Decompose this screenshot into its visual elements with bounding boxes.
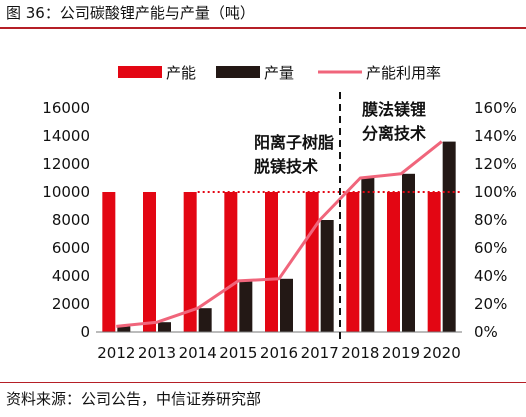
- source-rule: [0, 382, 526, 383]
- y-right-tick-label: 120%: [474, 155, 517, 173]
- bar-capacity: [143, 192, 156, 332]
- x-tick-label: 2019: [382, 344, 420, 362]
- annotation-text: 分离技术: [362, 124, 426, 143]
- title-rule: [0, 27, 526, 29]
- source-note: 资料来源：公司公告，中信证券研究部: [6, 390, 262, 408]
- y-right-tick-label: 80%: [474, 211, 507, 229]
- bar-output: [158, 322, 171, 332]
- y-right-tick-label: 60%: [474, 239, 507, 257]
- bar-output: [239, 280, 253, 332]
- y-left-tick-label: 12000: [42, 155, 90, 173]
- x-tick-label: 2013: [138, 344, 176, 362]
- annotation-text: 阳离子树脂: [254, 133, 334, 152]
- y-right-tick-label: 0%: [474, 323, 498, 341]
- annotation-text: 脱镁技术: [254, 157, 318, 176]
- y-axis-left: 0 2000 4000 6000 8000 10000 12000 14000 16000: [42, 99, 90, 341]
- bar-output: [320, 220, 334, 332]
- bar-capacity: [387, 192, 400, 332]
- y-right-tick-label: 100%: [474, 183, 517, 201]
- utilization-line: [116, 140, 443, 328]
- x-tick-label: 2017: [301, 344, 339, 362]
- chart-legend: 产能 产量 产能利用率: [118, 64, 441, 82]
- bar-output: [117, 326, 131, 332]
- y-right-tick-label: 160%: [474, 99, 517, 117]
- legend-label-3: 产能利用率: [366, 64, 441, 82]
- y-left-tick-label: 4000: [52, 267, 90, 285]
- y-left-tick-label: 10000: [42, 183, 90, 201]
- annotation-text: 膜法镁锂: [362, 100, 426, 119]
- y-left-tick-label: 6000: [52, 239, 90, 257]
- y-left-tick-label: 2000: [52, 295, 90, 313]
- figure-title: 图 36：公司碳酸锂产能与产量（吨）: [6, 4, 255, 22]
- bar-output: [361, 178, 375, 332]
- bar-capacity: [265, 192, 278, 332]
- y-axis-right: 0% 20% 40% 60% 80% 100% 120% 140% 160%: [474, 99, 517, 341]
- bar-output: [280, 278, 293, 332]
- x-tick-label: 2014: [179, 344, 217, 362]
- y-left-tick-label: 16000: [42, 99, 90, 117]
- legend-swatch-2: [216, 66, 260, 78]
- bar-capacity: [183, 192, 197, 332]
- bar-capacity: [346, 192, 360, 332]
- y-left-tick-label: 8000: [52, 211, 90, 229]
- x-tick-label: 2012: [97, 344, 135, 362]
- y-right-tick-label: 40%: [474, 267, 507, 285]
- bar-capacity: [305, 192, 319, 332]
- x-tick-label: 2018: [341, 344, 379, 362]
- x-tick-label: 2015: [219, 344, 257, 362]
- y-right-tick-label: 20%: [474, 295, 507, 313]
- x-tick-label: 2020: [423, 344, 461, 362]
- plot-area: [96, 92, 462, 340]
- bar-output: [402, 173, 415, 332]
- legend-label-1: 产能: [166, 64, 196, 82]
- x-axis: 2012 2013 2014 2015 2016 2017 2018 2019 2020: [97, 344, 461, 362]
- y-left-tick-label: 0: [80, 323, 90, 341]
- bar-output: [442, 141, 456, 332]
- legend-swatch-1: [118, 66, 162, 78]
- legend-label-2: 产量: [264, 64, 294, 82]
- bar-capacity: [102, 192, 116, 332]
- bar-capacity: [224, 192, 238, 332]
- bar-capacity: [427, 192, 441, 332]
- y-right-tick-label: 140%: [474, 127, 517, 145]
- y-left-tick-label: 14000: [42, 127, 90, 145]
- bar-output: [198, 308, 212, 332]
- x-tick-label: 2016: [260, 344, 298, 362]
